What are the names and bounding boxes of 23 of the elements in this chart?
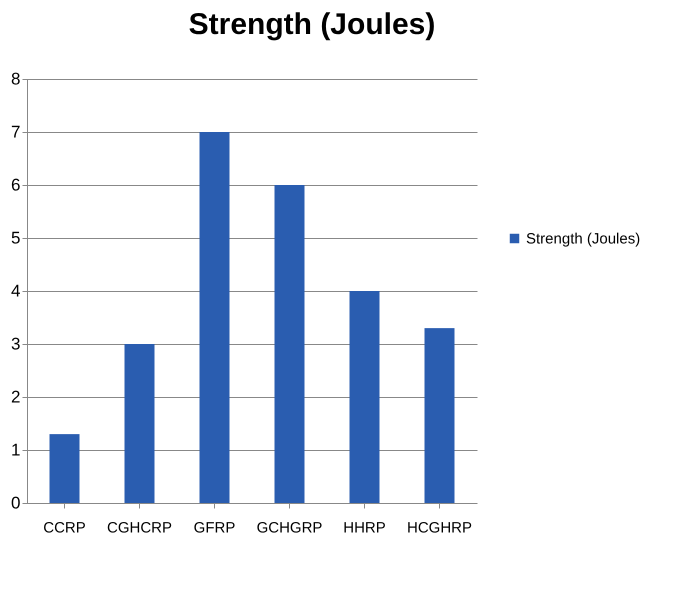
x-tick-label: CGHCRP xyxy=(106,520,172,536)
y-tick-label: 2 xyxy=(11,388,20,406)
chart-title: Strength (Joules) xyxy=(188,8,436,41)
bar xyxy=(124,344,154,503)
y-tick-label: 8 xyxy=(11,70,20,88)
bar xyxy=(200,132,230,503)
bar xyxy=(50,434,80,503)
x-tick-label: GFRP xyxy=(194,520,236,536)
y-tick-label: 5 xyxy=(11,228,20,248)
x-tick-label: HCGHRP xyxy=(406,520,472,536)
y-tick-label: 1 xyxy=(11,440,20,460)
bar xyxy=(424,328,454,503)
bar xyxy=(350,291,380,503)
bar xyxy=(274,185,304,503)
legend-label: Strength (Joules) xyxy=(526,230,640,248)
y-tick-label: 0 xyxy=(11,494,20,512)
x-tick-label: HHRP xyxy=(343,520,386,536)
x-tick-label: GCHGRP xyxy=(256,520,322,536)
y-tick-label: 6 xyxy=(11,176,20,194)
y-tick-label: 7 xyxy=(11,122,20,142)
y-tick-label: 4 xyxy=(11,282,20,300)
x-tick-label: CCRP xyxy=(43,520,86,536)
y-tick-label: 3 xyxy=(11,334,20,354)
